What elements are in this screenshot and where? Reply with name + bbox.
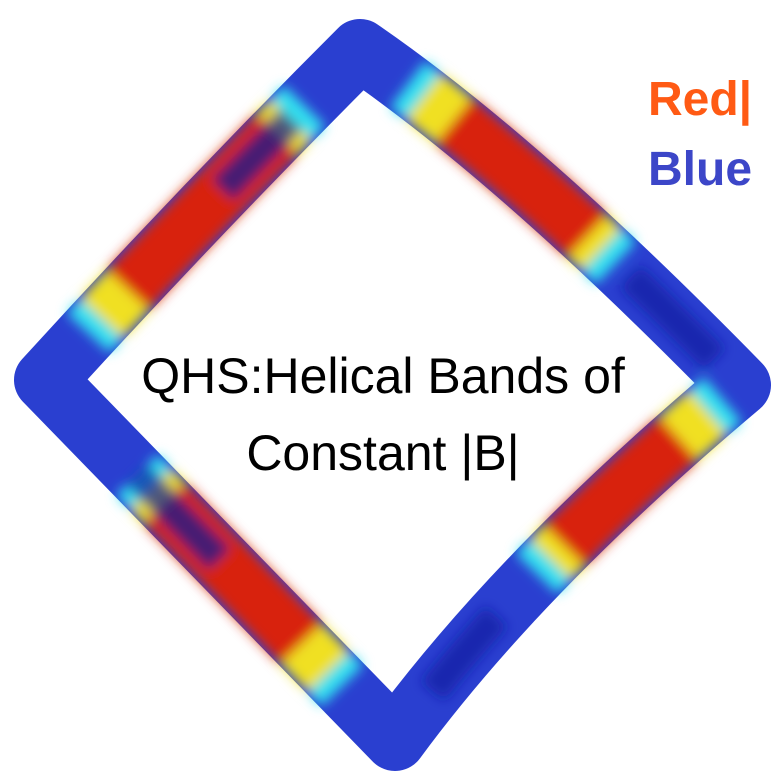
legend-red: Red| bbox=[648, 73, 752, 126]
title-line: QHS:Helical Bands of bbox=[141, 348, 625, 404]
title-line: Constant |B| bbox=[246, 425, 519, 481]
legend-blue: Blue bbox=[648, 143, 752, 196]
helical-band bbox=[45, 50, 740, 740]
